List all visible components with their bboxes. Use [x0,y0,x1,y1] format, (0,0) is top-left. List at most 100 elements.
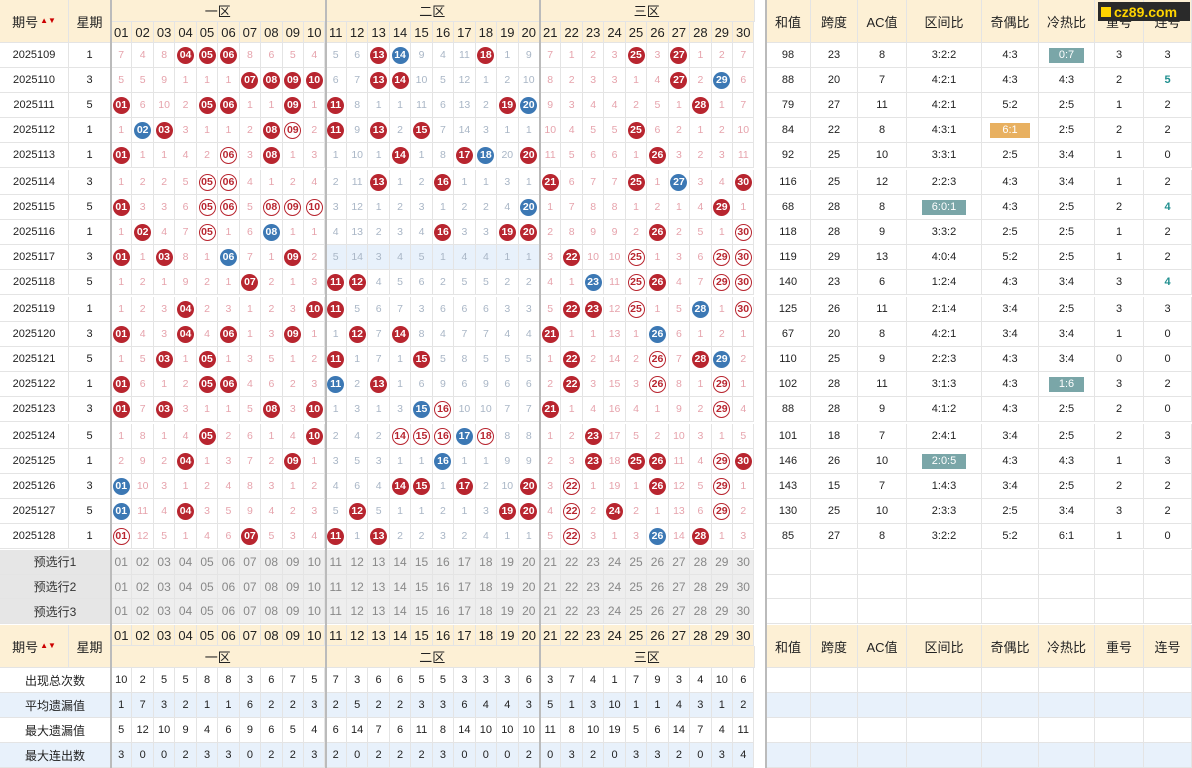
preselect-hot_cold[interactable] [1039,599,1095,625]
preselect-ac[interactable] [858,550,907,575]
preselect-number[interactable]: 14 [389,599,412,625]
preselect-ac[interactable] [858,574,907,600]
preselect-number[interactable]: 06 [218,574,240,600]
preselect-number[interactable]: 12 [346,574,369,600]
preselect-number[interactable]: 09 [282,599,305,625]
preselect-number[interactable]: 26 [647,574,669,600]
preselect-odd_even[interactable] [982,574,1039,600]
preselect-number[interactable]: 14 [389,550,412,575]
preselect-number[interactable]: 12 [346,599,369,625]
preselect-number[interactable]: 16 [432,550,455,575]
preselect-number[interactable]: 11 [325,574,347,600]
preselect-number[interactable]: 16 [432,599,455,625]
preselect-number[interactable]: 23 [582,550,605,575]
preselect-number[interactable]: 17 [454,599,476,625]
preselect-number[interactable]: 05 [196,550,219,575]
preselect-number[interactable]: 14 [389,574,412,600]
preselect-number[interactable]: 30 [733,574,755,600]
preselect-number[interactable]: 13 [368,550,390,575]
preselect-repeat[interactable] [1095,599,1144,625]
preselect-number[interactable]: 26 [647,550,669,575]
preselect-number[interactable]: 10 [304,574,326,600]
preselect-number[interactable]: 01 [111,599,133,625]
preselect-number[interactable]: 07 [239,599,262,625]
preselect-number[interactable]: 08 [261,574,283,600]
preselect-number[interactable]: 24 [604,550,626,575]
preselect-number[interactable]: 25 [625,574,648,600]
preselect-number[interactable]: 30 [733,599,755,625]
preselect-number[interactable]: 18 [475,550,498,575]
preselect-number[interactable]: 19 [497,550,519,575]
preselect-number[interactable]: 20 [518,550,540,575]
preselect-number[interactable]: 11 [325,550,347,575]
preselect-number[interactable]: 20 [518,599,540,625]
preselect-sum[interactable] [766,550,811,575]
preselect-number[interactable]: 25 [625,599,648,625]
preselect-number[interactable]: 10 [304,550,326,575]
preselect-number[interactable]: 27 [668,550,691,575]
preselect-number[interactable]: 21 [540,550,562,575]
preselect-consecutive[interactable] [1144,550,1192,575]
preselect-number[interactable]: 22 [561,574,583,600]
sort-icon[interactable]: ▲▼ [40,641,56,650]
preselect-span[interactable] [811,599,858,625]
preselect-number[interactable]: 08 [261,599,283,625]
preselect-number[interactable]: 18 [475,574,498,600]
preselect-number[interactable]: 02 [132,599,154,625]
preselect-number[interactable]: 05 [196,574,219,600]
preselect-hot_cold[interactable] [1039,550,1095,575]
preselect-number[interactable]: 20 [518,574,540,600]
preselect-number[interactable]: 28 [690,550,712,575]
preselect-number[interactable]: 24 [604,599,626,625]
preselect-number[interactable]: 07 [239,550,262,575]
preselect-number[interactable]: 04 [175,574,197,600]
preselect-number[interactable]: 17 [454,574,476,600]
preselect-number[interactable]: 23 [582,599,605,625]
preselect-zone_ratio[interactable] [907,574,982,600]
preselect-repeat[interactable] [1095,574,1144,600]
preselect-odd_even[interactable] [982,599,1039,625]
preselect-number[interactable]: 15 [411,550,433,575]
preselect-zone_ratio[interactable] [907,599,982,625]
preselect-number[interactable]: 28 [690,599,712,625]
preselect-number[interactable]: 02 [132,574,154,600]
preselect-span[interactable] [811,550,858,575]
preselect-number[interactable]: 29 [711,599,734,625]
preselect-number[interactable]: 23 [582,574,605,600]
preselect-number[interactable]: 04 [175,599,197,625]
preselect-span[interactable] [811,574,858,600]
preselect-number[interactable]: 16 [432,574,455,600]
preselect-number[interactable]: 04 [175,550,197,575]
preselect-number[interactable]: 24 [604,574,626,600]
preselect-number[interactable]: 11 [325,599,347,625]
preselect-number[interactable]: 21 [540,574,562,600]
preselect-number[interactable]: 15 [411,574,433,600]
preselect-number[interactable]: 28 [690,574,712,600]
preselect-number[interactable]: 15 [411,599,433,625]
preselect-number[interactable]: 01 [111,550,133,575]
preselect-number[interactable]: 10 [304,599,326,625]
preselect-number[interactable]: 21 [540,599,562,625]
preselect-number[interactable]: 13 [368,599,390,625]
preselect-number[interactable]: 08 [261,550,283,575]
preselect-zone_ratio[interactable] [907,550,982,575]
preselect-sum[interactable] [766,574,811,600]
preselect-number[interactable]: 06 [218,550,240,575]
preselect-number[interactable]: 03 [153,599,176,625]
header-issue[interactable]: 期号 ▲▼ [0,0,69,43]
preselect-number[interactable]: 17 [454,550,476,575]
preselect-number[interactable]: 03 [153,550,176,575]
preselect-number[interactable]: 29 [711,574,734,600]
preselect-number[interactable]: 01 [111,574,133,600]
preselect-number[interactable]: 09 [282,550,305,575]
preselect-number[interactable]: 09 [282,574,305,600]
preselect-sum[interactable] [766,599,811,625]
site-logo[interactable]: cz89.com [1098,2,1190,21]
preselect-number[interactable]: 26 [647,599,669,625]
preselect-number[interactable]: 12 [346,550,369,575]
preselect-number[interactable]: 05 [196,599,219,625]
preselect-number[interactable]: 19 [497,574,519,600]
preselect-repeat[interactable] [1095,550,1144,575]
preselect-number[interactable]: 07 [239,574,262,600]
preselect-number[interactable]: 06 [218,599,240,625]
